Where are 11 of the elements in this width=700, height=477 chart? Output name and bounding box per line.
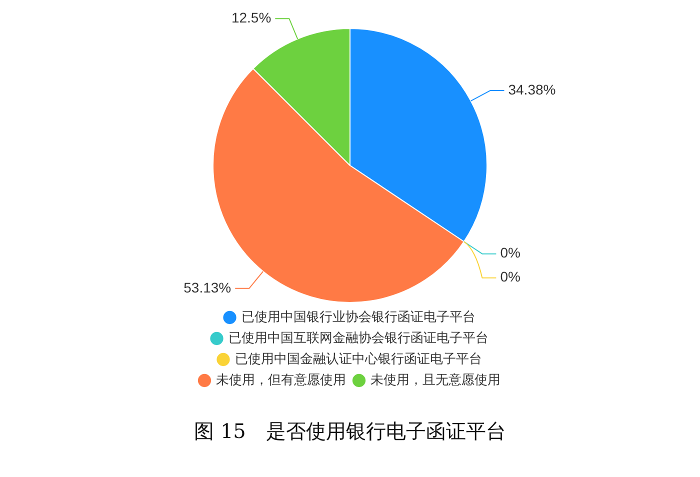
legend-label: 已使用中国金融认证中心银行函证电子平台 bbox=[234, 350, 482, 367]
text: 图 15 是否使用银行电子函证平台 bbox=[194, 419, 506, 444]
legend-label: 未使用，但有意愿使用 bbox=[216, 372, 346, 388]
legend-label: 已使用中国互联网金融协会银行函证电子平台 bbox=[228, 330, 488, 346]
legend-label: 已使用中国银行业协会银行函证电子平台 bbox=[241, 310, 476, 325]
text: 0% bbox=[500, 268, 520, 285]
data-label: 53.13% bbox=[184, 279, 232, 296]
legend-label: 未使用，且无意愿使用 bbox=[370, 372, 500, 388]
data-label: 12.5% bbox=[231, 9, 272, 26]
data-label: 34.38% bbox=[508, 81, 556, 98]
text: 0% bbox=[500, 244, 520, 261]
